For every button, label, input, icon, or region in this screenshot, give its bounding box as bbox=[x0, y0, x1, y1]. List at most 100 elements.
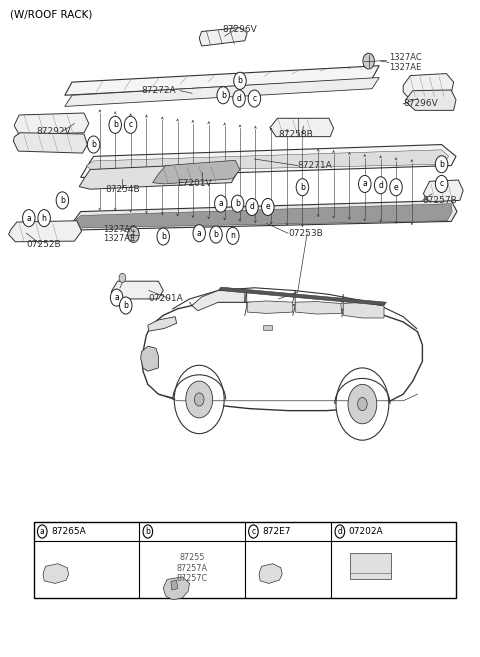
Text: 87257B: 87257B bbox=[422, 196, 457, 205]
Text: 1327AE: 1327AE bbox=[103, 234, 135, 243]
Circle shape bbox=[56, 192, 69, 209]
Polygon shape bbox=[65, 66, 379, 95]
Circle shape bbox=[246, 198, 258, 215]
Polygon shape bbox=[423, 180, 463, 202]
Polygon shape bbox=[65, 78, 379, 106]
Text: (W/ROOF RACK): (W/ROOF RACK) bbox=[10, 10, 92, 20]
Text: b: b bbox=[439, 160, 444, 169]
Circle shape bbox=[120, 297, 132, 314]
Text: b: b bbox=[300, 183, 305, 192]
Text: b: b bbox=[123, 301, 128, 310]
Polygon shape bbox=[79, 163, 238, 189]
Polygon shape bbox=[171, 580, 178, 590]
Polygon shape bbox=[76, 204, 452, 228]
Polygon shape bbox=[14, 113, 89, 135]
Text: 1327AE: 1327AE bbox=[389, 62, 421, 72]
Circle shape bbox=[174, 365, 224, 434]
Text: b: b bbox=[235, 199, 240, 208]
Polygon shape bbox=[68, 200, 457, 230]
Circle shape bbox=[128, 227, 139, 242]
Text: e: e bbox=[265, 202, 270, 212]
Circle shape bbox=[38, 210, 50, 227]
Circle shape bbox=[262, 198, 274, 215]
Circle shape bbox=[359, 175, 371, 193]
Circle shape bbox=[186, 381, 213, 418]
Circle shape bbox=[233, 90, 245, 107]
Text: b: b bbox=[113, 120, 118, 129]
Polygon shape bbox=[403, 74, 454, 100]
Polygon shape bbox=[86, 150, 449, 172]
Circle shape bbox=[194, 393, 204, 406]
Circle shape bbox=[37, 525, 47, 538]
Polygon shape bbox=[111, 281, 163, 299]
Text: c: c bbox=[129, 120, 132, 129]
Text: b: b bbox=[91, 140, 96, 149]
Circle shape bbox=[234, 72, 246, 89]
Text: a: a bbox=[362, 179, 367, 189]
Circle shape bbox=[374, 177, 387, 194]
Text: 87258B: 87258B bbox=[278, 130, 313, 139]
Text: b: b bbox=[238, 76, 242, 85]
Polygon shape bbox=[406, 90, 456, 110]
Text: d: d bbox=[250, 202, 254, 212]
Text: a: a bbox=[218, 199, 223, 208]
Polygon shape bbox=[141, 346, 158, 371]
Text: b: b bbox=[214, 230, 218, 239]
Text: 87296V: 87296V bbox=[403, 99, 438, 108]
Bar bbox=[263, 325, 272, 330]
Circle shape bbox=[348, 384, 377, 424]
Text: 87255
87257A
87257C: 87255 87257A 87257C bbox=[177, 553, 207, 583]
Text: 1327AC: 1327AC bbox=[389, 53, 421, 62]
Text: c: c bbox=[252, 527, 255, 536]
Text: c: c bbox=[252, 94, 256, 103]
Text: b: b bbox=[161, 232, 166, 241]
Circle shape bbox=[23, 210, 35, 227]
Text: d: d bbox=[378, 181, 383, 190]
Text: a: a bbox=[114, 293, 119, 302]
Text: a: a bbox=[40, 527, 45, 536]
Text: n: n bbox=[230, 231, 235, 240]
Text: 07252B: 07252B bbox=[26, 240, 61, 249]
Circle shape bbox=[215, 195, 227, 212]
Polygon shape bbox=[343, 302, 384, 318]
Text: b: b bbox=[145, 527, 150, 536]
Text: 07201A: 07201A bbox=[149, 294, 183, 304]
Text: 87292V: 87292V bbox=[36, 127, 71, 136]
Circle shape bbox=[110, 289, 123, 306]
Text: e: e bbox=[394, 183, 398, 192]
Text: b: b bbox=[221, 91, 226, 100]
Polygon shape bbox=[163, 577, 190, 600]
Text: b: b bbox=[60, 196, 65, 205]
Text: 07202A: 07202A bbox=[348, 527, 383, 536]
Text: 1327AC: 1327AC bbox=[103, 225, 136, 235]
Circle shape bbox=[119, 273, 126, 283]
Circle shape bbox=[296, 179, 309, 196]
Circle shape bbox=[335, 525, 345, 538]
Polygon shape bbox=[148, 317, 177, 331]
Circle shape bbox=[109, 116, 121, 133]
Bar bbox=[350, 553, 391, 579]
Polygon shape bbox=[192, 290, 245, 311]
Polygon shape bbox=[259, 564, 282, 583]
Polygon shape bbox=[199, 28, 247, 46]
Text: E7201V: E7201V bbox=[178, 179, 212, 189]
Polygon shape bbox=[247, 301, 293, 313]
Polygon shape bbox=[43, 564, 69, 583]
Text: 872E7: 872E7 bbox=[262, 527, 290, 536]
Circle shape bbox=[124, 116, 137, 133]
Text: 87265A: 87265A bbox=[51, 527, 85, 536]
Circle shape bbox=[248, 90, 261, 107]
Polygon shape bbox=[13, 133, 87, 153]
Circle shape bbox=[249, 525, 258, 538]
Polygon shape bbox=[153, 160, 240, 184]
Polygon shape bbox=[295, 302, 342, 314]
Text: d: d bbox=[337, 527, 342, 536]
Text: h: h bbox=[42, 214, 47, 223]
Circle shape bbox=[143, 525, 153, 538]
Bar bbox=[34, 522, 456, 598]
Text: 87272A: 87272A bbox=[142, 86, 176, 95]
Text: 07253B: 07253B bbox=[288, 229, 323, 238]
Circle shape bbox=[210, 226, 222, 243]
Polygon shape bbox=[81, 145, 456, 177]
Circle shape bbox=[390, 179, 402, 196]
